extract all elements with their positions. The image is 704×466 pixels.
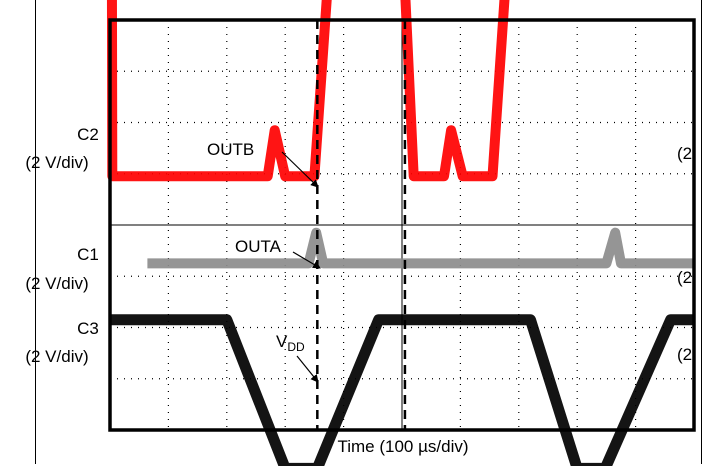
right-edge-label-c3: (2	[677, 345, 692, 364]
annotation-vdd-main: V	[276, 332, 288, 351]
channel-scale-c1: (2 V/div)	[25, 274, 88, 293]
x-axis-label: Time (100 µs/div)	[337, 437, 468, 456]
channel-label-c1: C1	[77, 245, 99, 264]
channel-label-c3: C3	[77, 319, 99, 338]
annotation-vdd-subscript: DD	[287, 340, 305, 354]
right-edge-label-c2: (2	[677, 144, 692, 163]
annotation-outb: OUTB	[207, 140, 254, 159]
channel-label-c2: C2	[77, 125, 99, 144]
channel-scale-c3: (2 V/div)	[25, 347, 88, 366]
channel-scale-c2: (2 V/div)	[25, 153, 88, 172]
right-edge-label-c1: (2	[677, 268, 692, 287]
annotation-outa: OUTA	[235, 237, 282, 256]
